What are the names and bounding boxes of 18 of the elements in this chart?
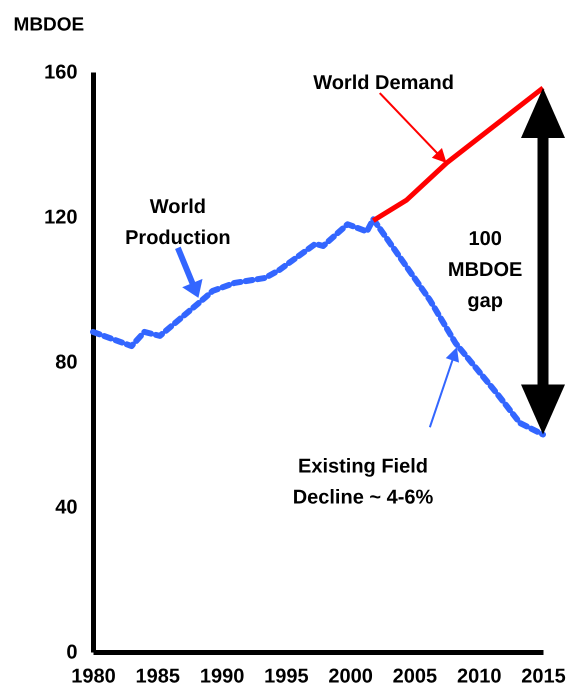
- text: World Demand: [313, 72, 454, 94]
- x-tick-label: 1995: [264, 666, 309, 688]
- y-tick-label: 160: [44, 62, 78, 84]
- y-axis-title: MBDOE: [14, 14, 84, 36]
- y-tick-label: 80: [55, 352, 78, 374]
- x-tick-label: 2010: [456, 666, 502, 688]
- x-tick-label: 2015: [521, 666, 566, 688]
- y-tick-label: 0: [66, 642, 78, 664]
- x-tick-label: 2000: [328, 666, 373, 688]
- y-tick-label: 40: [55, 496, 78, 518]
- y-tick-label: 120: [44, 206, 78, 228]
- annotation: 100 MBDOE gap: [448, 228, 522, 312]
- annotation: Existing Field Decline ~ 4-6%: [292, 455, 434, 508]
- x-tick-label: 1980: [71, 666, 116, 688]
- x-tick-label: 1985: [136, 666, 180, 688]
- series-label: World Production: [125, 196, 231, 249]
- x-tick-label: 2005: [392, 666, 438, 688]
- x-tick-label: 1990: [200, 666, 244, 688]
